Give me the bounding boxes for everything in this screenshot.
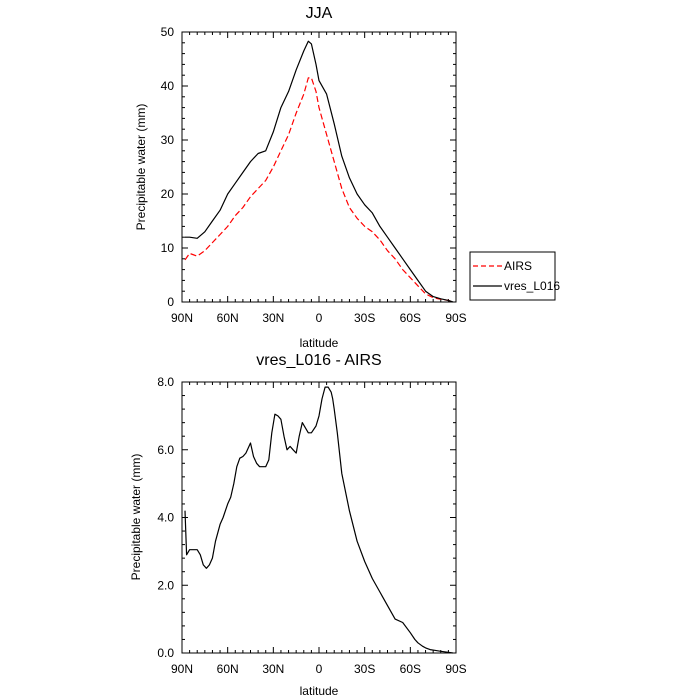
series-line-difference [184, 386, 454, 654]
x-tick-label: 90S [445, 662, 466, 676]
x-tick-label: 30S [354, 311, 375, 325]
panel-bottom-lines [184, 386, 454, 654]
x-tick-label: 60N [217, 311, 239, 325]
series-line-vres-l016 [185, 40, 454, 303]
x-tick-label: 60N [217, 662, 239, 676]
y-tick-label: 50 [161, 25, 175, 39]
panel-bottom: vres_L016 - AIRS Precipitable water (mm)… [129, 352, 467, 698]
panel-top-xlabel: latitude [300, 336, 339, 350]
panel-bottom-ticks: 90N 60N 30N 0 30S 60S 90S 0.0 2.0 4.0 6.0 8.0 [157, 375, 466, 676]
y-tick-label: 6.0 [157, 443, 174, 457]
panel-top-ticks: 90N 60N 30N 0 30S 60S 90S 0 10 20 30 40 50 [161, 25, 467, 325]
x-tick-label: 30S [354, 662, 375, 676]
x-tick-label: 90N [171, 311, 193, 325]
panel-top-lines [184, 40, 454, 303]
x-tick-label: 90S [445, 311, 466, 325]
legend: AIRS vres_L016 [469, 251, 560, 301]
legend-label-vres: vres_L016 [504, 279, 560, 293]
panel-top-title: JJA [306, 5, 333, 22]
panel-bottom-title: vres_L016 - AIRS [256, 352, 381, 369]
panel-bottom-xlabel: latitude [300, 684, 339, 698]
series-line-airs [184, 77, 454, 303]
x-tick-label: 60S [400, 311, 421, 325]
x-tick-label: 30N [262, 311, 284, 325]
panel-top: JJA Precipitable water (mm) latitude 90N… [134, 5, 560, 350]
legend-label-airs: AIRS [504, 259, 532, 273]
panel-top-ylabel: Precipitable water (mm) [134, 104, 148, 231]
y-tick-label: 4.0 [157, 511, 174, 525]
panel-top-frame [181, 31, 457, 303]
x-tick-label: 0 [316, 662, 323, 676]
legend-box [469, 251, 556, 301]
panel-bottom-frame [181, 381, 457, 654]
y-tick-label: 20 [161, 187, 175, 201]
x-tick-label: 60S [400, 662, 421, 676]
y-tick-label: 40 [161, 79, 175, 93]
y-tick-label: 0 [167, 295, 174, 309]
x-tick-label: 0 [316, 311, 323, 325]
panel-bottom-ylabel: Precipitable water (mm) [129, 454, 143, 581]
x-tick-label: 90N [171, 662, 193, 676]
y-tick-label: 10 [161, 241, 175, 255]
y-tick-label: 0.0 [157, 646, 174, 660]
x-tick-label: 30N [262, 662, 284, 676]
y-tick-label: 2.0 [157, 578, 174, 592]
y-tick-label: 30 [161, 133, 175, 147]
y-tick-label: 8.0 [157, 375, 174, 389]
